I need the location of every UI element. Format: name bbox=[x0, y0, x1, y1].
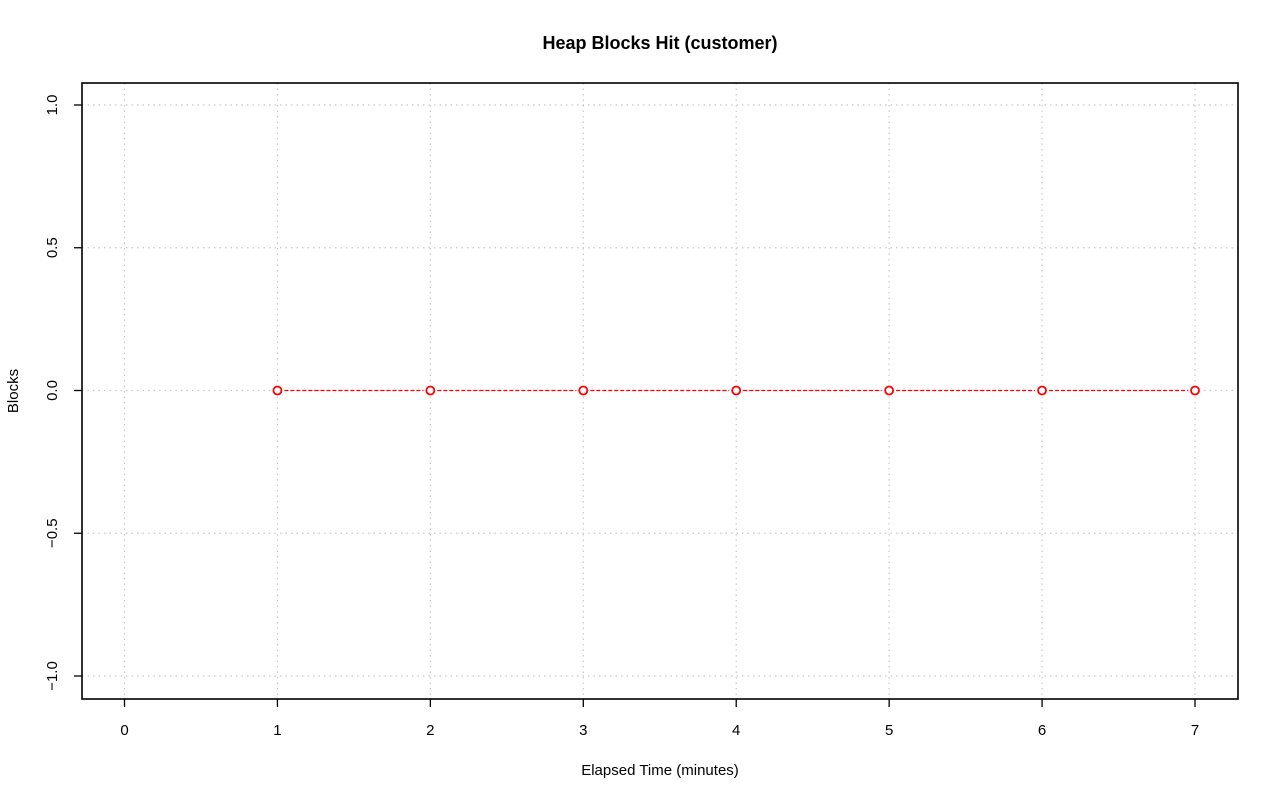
data-point bbox=[731, 385, 742, 396]
data-point bbox=[1037, 385, 1047, 396]
data-point bbox=[425, 385, 436, 396]
y-tick-label: 0.5 bbox=[44, 237, 61, 258]
x-tick-label: 4 bbox=[732, 722, 740, 739]
x-axis-label: Elapsed Time (minutes) bbox=[581, 762, 739, 779]
y-tick-label: 1.0 bbox=[44, 95, 61, 116]
x-tick-label: 7 bbox=[1191, 722, 1199, 739]
x-tick-label: 6 bbox=[1038, 722, 1046, 739]
plot-frame bbox=[81, 82, 1239, 700]
data-point bbox=[884, 385, 895, 396]
data-point bbox=[578, 385, 589, 396]
y-tick-label: −0.5 bbox=[44, 518, 61, 548]
x-tick-label: 0 bbox=[120, 722, 128, 739]
y-tick-label: 0.0 bbox=[44, 380, 61, 401]
y-axis-label: Blocks bbox=[5, 369, 22, 413]
data-point bbox=[272, 385, 283, 396]
x-tick-label: 1 bbox=[273, 722, 281, 739]
x-tick-label: 3 bbox=[579, 722, 587, 739]
data-point bbox=[1190, 385, 1200, 396]
x-tick-label: 5 bbox=[885, 722, 893, 739]
series-layer bbox=[272, 385, 1200, 396]
chart-title: Heap Blocks Hit (customer) bbox=[542, 33, 777, 53]
x-tick-label: 2 bbox=[426, 722, 434, 739]
y-tick-label: −1.0 bbox=[44, 661, 61, 691]
axes: 0 1 2 3 4 5 6 7 −1.0 −0.5 0.0 0.5 1.0 bbox=[44, 95, 1199, 739]
